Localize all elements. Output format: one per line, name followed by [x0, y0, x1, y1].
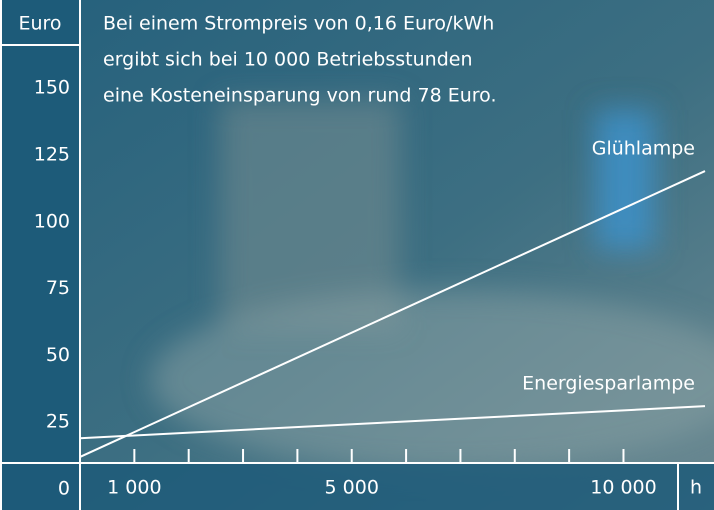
annotation: Bei einem Strompreis von 0,16 Euro/kWh: [103, 13, 494, 35]
y-tick-label: 75: [46, 277, 70, 299]
series-label: Energiesparlampe: [522, 373, 695, 395]
y-tick-label: 50: [46, 344, 70, 366]
y-tick-label: 0: [58, 478, 70, 500]
x-tick-label: 5 000: [325, 477, 379, 499]
x-tick-label: 1 000: [107, 477, 161, 499]
chart: Euro h Bei einem Strompreis von 0,16 Eur…: [0, 0, 714, 510]
annotation: ergibt sich bei 10 000 Betriebsstunden: [103, 49, 473, 71]
series-label: Glühlampe: [592, 138, 695, 160]
y-tick-label: 125: [34, 144, 70, 166]
annotation: eine Kosteneinsparung von rund 78 Euro.: [103, 85, 497, 107]
y-tick-label: 150: [34, 77, 70, 99]
x-axis-label: h: [690, 477, 702, 499]
y-axis-label: Euro: [18, 13, 61, 35]
y-tick-label: 100: [34, 210, 70, 232]
x-tick-label: 10 000: [590, 477, 656, 499]
y-tick-label: 25: [46, 411, 70, 433]
